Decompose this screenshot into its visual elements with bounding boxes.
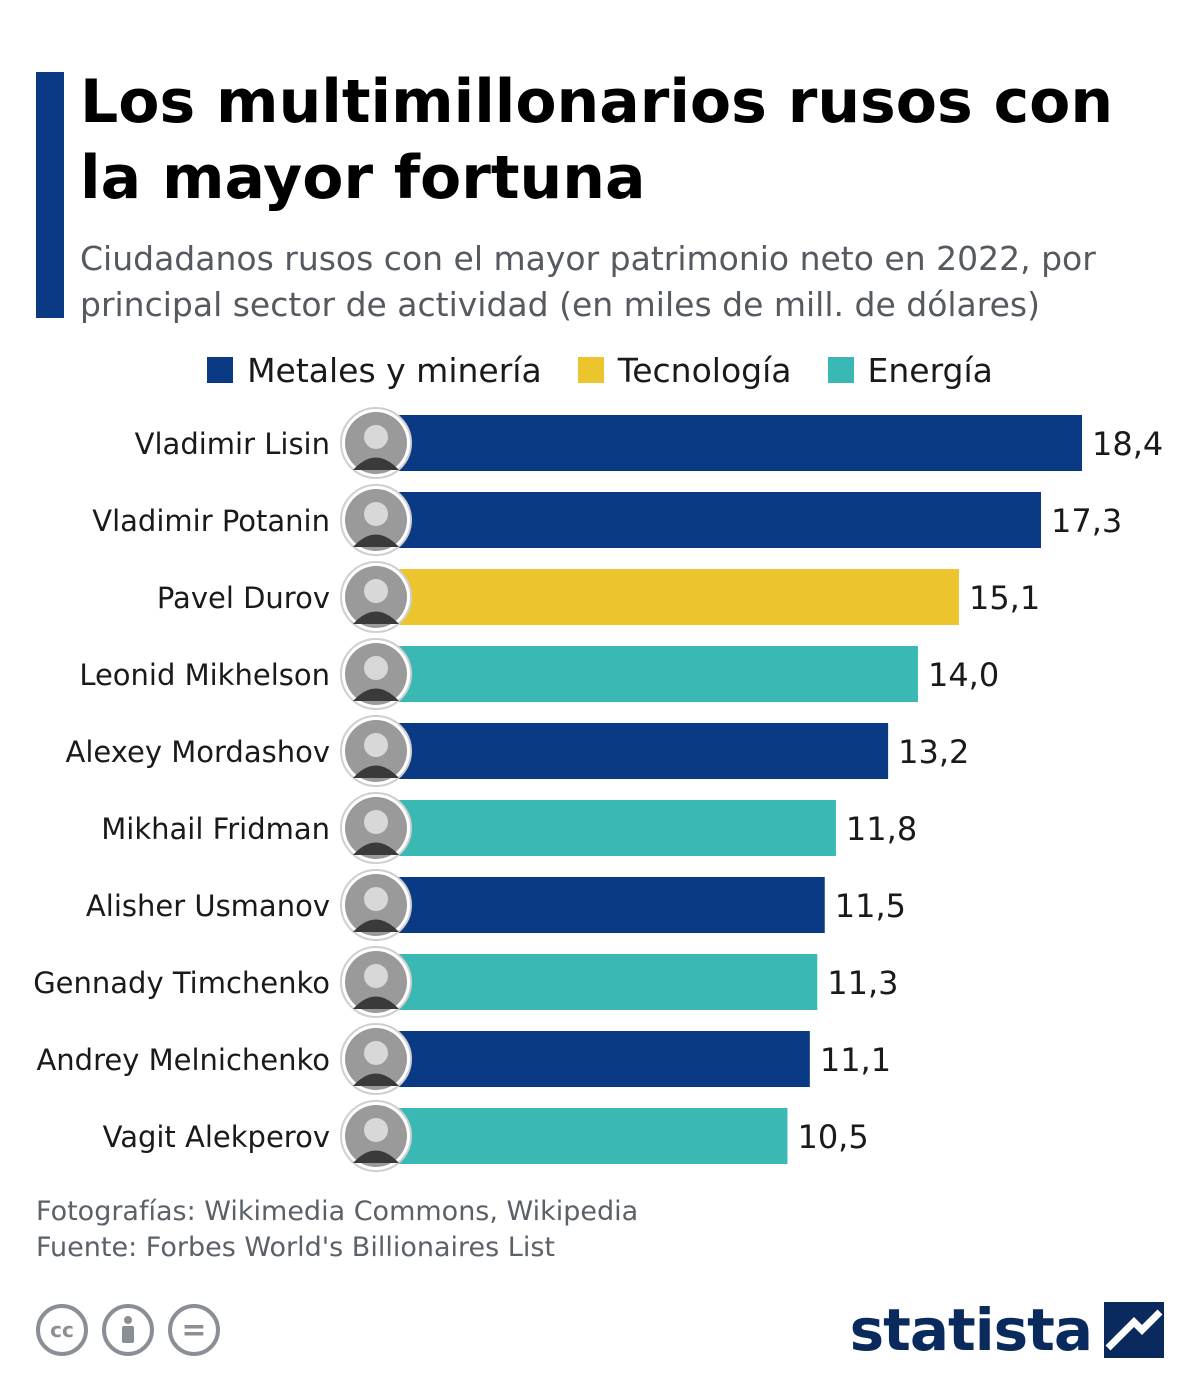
value-label: 18,4 bbox=[1092, 425, 1163, 463]
value-label: 11,3 bbox=[827, 964, 898, 1002]
legend-item-tecnologia: Tecnología bbox=[577, 350, 792, 390]
avatar-head bbox=[364, 733, 388, 757]
legend-item-energia: Energía bbox=[827, 350, 993, 390]
avatar-body bbox=[353, 611, 399, 624]
category-label: Leonid Mikhelson bbox=[79, 658, 330, 692]
bar-chart: Vladimir Lisin 18,4 Vladimir Potanin 17,3 Pa… bbox=[33, 407, 1163, 1172]
bar bbox=[396, 723, 889, 779]
statista-logo[interactable]: statista bbox=[850, 1296, 1164, 1364]
statista-mark-icon bbox=[1104, 1302, 1164, 1358]
category-label: Pavel Durov bbox=[157, 581, 330, 615]
bar bbox=[396, 800, 836, 856]
chart-title: Los multimillonarios rusos con la mayor … bbox=[80, 67, 1114, 213]
legend-label: Energía bbox=[867, 350, 993, 390]
value-label: 17,3 bbox=[1051, 502, 1122, 540]
value-label: 11,1 bbox=[820, 1041, 891, 1079]
avatar-head bbox=[364, 887, 388, 911]
bar bbox=[396, 646, 918, 702]
category-label: Vagit Alekperov bbox=[103, 1120, 330, 1154]
bar bbox=[396, 1031, 810, 1087]
chart-subtitle: Ciudadanos rusos con el mayor patrimonio… bbox=[80, 239, 1096, 324]
category-label: Vladimir Potanin bbox=[92, 504, 330, 538]
avatar-body bbox=[353, 534, 399, 547]
avatar-head bbox=[364, 964, 388, 988]
category-label: Alisher Usmanov bbox=[86, 889, 330, 923]
avatar-body bbox=[353, 457, 399, 470]
avatar-head bbox=[364, 810, 388, 834]
brand-name: statista bbox=[849, 1296, 1093, 1364]
source-note: Fuente: Forbes World's Billionaires List bbox=[36, 1232, 555, 1263]
avatar-head bbox=[364, 656, 388, 680]
bar bbox=[396, 1108, 788, 1164]
category-label: Andrey Melnichenko bbox=[36, 1043, 330, 1077]
legend-swatch bbox=[207, 357, 234, 383]
avatar-body bbox=[353, 1073, 399, 1086]
avatar-body bbox=[353, 1150, 399, 1163]
category-label: Mikhail Fridman bbox=[101, 812, 330, 846]
legend: Metales y minería Tecnología Energía bbox=[0, 348, 1200, 392]
value-label: 10,5 bbox=[797, 1118, 868, 1156]
legend-item-metales: Metales y minería bbox=[207, 351, 542, 390]
avatar-head bbox=[364, 502, 388, 526]
legend-swatch bbox=[577, 357, 604, 383]
bar bbox=[396, 877, 825, 933]
avatar-body bbox=[353, 842, 399, 855]
avatar-body bbox=[353, 996, 399, 1009]
avatar-head bbox=[364, 425, 388, 449]
avatar-body bbox=[353, 688, 399, 701]
bar bbox=[396, 954, 818, 1010]
value-label: 11,8 bbox=[846, 810, 917, 848]
bar bbox=[396, 492, 1041, 548]
cc-icon[interactable]: cc bbox=[36, 1304, 88, 1356]
value-label: 11,5 bbox=[835, 887, 906, 925]
no-derivatives-icon[interactable]: = bbox=[168, 1304, 220, 1356]
license-icons: cc = bbox=[36, 1304, 220, 1356]
bar bbox=[396, 569, 959, 625]
avatar-head bbox=[364, 1118, 388, 1142]
legend-label: Tecnología bbox=[617, 350, 792, 390]
category-label: Gennady Timchenko bbox=[33, 966, 330, 1000]
legend-swatch bbox=[827, 357, 854, 383]
avatar-body bbox=[353, 765, 399, 778]
photo-credit: Fotografías: Wikimedia Commons, Wikipedi… bbox=[36, 1196, 639, 1227]
value-label: 13,2 bbox=[898, 733, 969, 771]
title-accent-bar bbox=[36, 72, 64, 318]
category-label: Alexey Mordashov bbox=[66, 735, 330, 769]
bar bbox=[396, 415, 1082, 471]
category-label: Vladimir Lisin bbox=[135, 427, 330, 461]
avatar-head bbox=[364, 1041, 388, 1065]
avatar-head bbox=[364, 579, 388, 603]
legend-label: Metales y minería bbox=[247, 350, 542, 390]
avatar-body bbox=[353, 919, 399, 932]
value-label: 14,0 bbox=[928, 656, 999, 694]
attribution-icon[interactable] bbox=[102, 1304, 154, 1356]
value-label: 15,1 bbox=[969, 579, 1040, 617]
